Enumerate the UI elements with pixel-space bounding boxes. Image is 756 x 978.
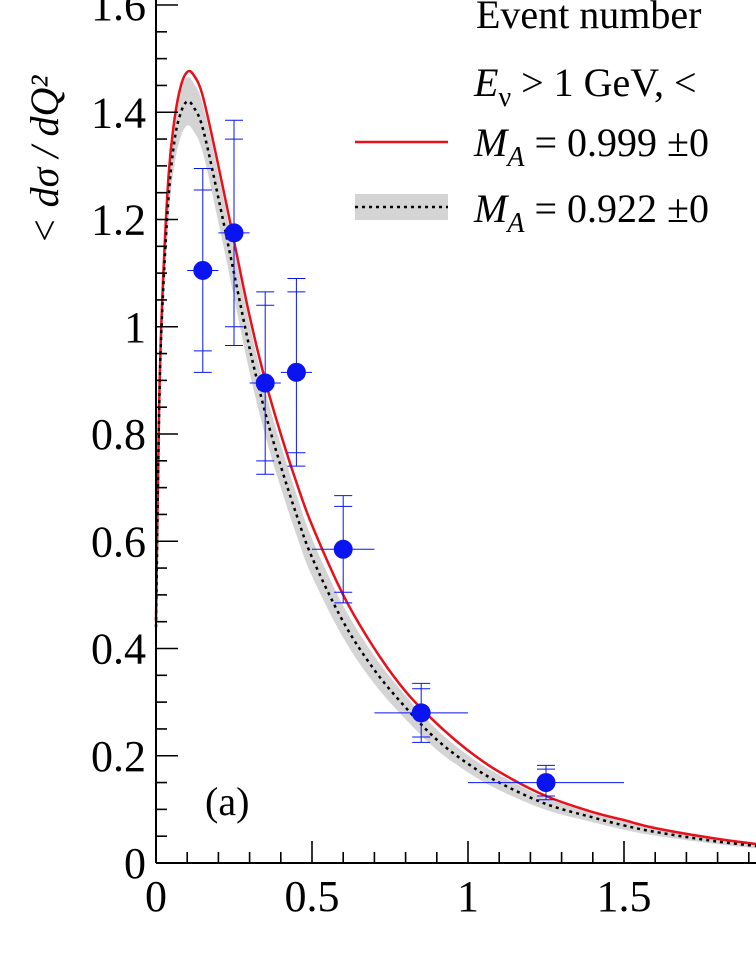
data-point-2 <box>218 119 250 347</box>
legend-header-line-2: Eν > 1 GeV, < <box>473 60 697 113</box>
data-point-3 <box>249 291 281 475</box>
data-marker <box>224 223 244 243</box>
legend-header-line-1: Event number <box>476 0 702 37</box>
data-marker <box>333 539 353 559</box>
data-marker <box>286 362 306 382</box>
y-tick-label: 1.6 <box>91 0 146 30</box>
legend-entry-1: MA = 0.999 ±0 <box>473 120 709 173</box>
uncertainty-band <box>156 77 756 849</box>
data-marker <box>255 373 275 393</box>
x-tick-label: 1 <box>457 872 479 921</box>
x-tick-labels: 0 0.5 1 1.5 <box>145 872 652 921</box>
y-tick-label: 1 <box>124 303 146 352</box>
y-tick-label: 0.6 <box>91 517 146 566</box>
uncertainty-band-layer <box>156 77 756 849</box>
data-point-1 <box>187 168 219 373</box>
data-point-layer <box>187 119 624 801</box>
y-tick-label: 0.8 <box>91 410 146 459</box>
x-tick-label: 1.5 <box>597 872 652 921</box>
legend: Event number Eν > 1 GeV, < MA = 0.999 ±0… <box>355 0 709 239</box>
y-tick-label: 0.2 <box>91 732 146 781</box>
x-tick-label: 0 <box>145 872 167 921</box>
panel-label: (a) <box>205 779 249 824</box>
curve-dotted-black <box>154 100 756 848</box>
y-tick-label: 1.2 <box>91 196 146 245</box>
legend-entry-2: MA = 0.922 ±0 <box>473 186 709 239</box>
data-marker <box>193 260 213 280</box>
data-point-7 <box>468 764 624 801</box>
curve-solid-red <box>154 69 756 846</box>
data-point-4 <box>280 277 312 467</box>
y-tick-labels: 0 0.2 0.4 0.6 0.8 1 1.2 1.4 1.6 <box>91 0 146 888</box>
data-marker <box>411 703 431 723</box>
data-point-5 <box>312 495 375 604</box>
data-point-6 <box>374 682 468 743</box>
axes-layer <box>155 0 756 864</box>
y-tick-label: 1.4 <box>91 88 146 137</box>
y-tick-label: 0.4 <box>91 625 146 674</box>
y-axis-label: < dσ / dQ² <box>22 75 67 245</box>
y-tick-label: 0 <box>124 839 146 888</box>
x-tick-label: 0.5 <box>285 872 340 921</box>
data-marker <box>536 773 556 793</box>
curve-layer <box>154 69 756 848</box>
